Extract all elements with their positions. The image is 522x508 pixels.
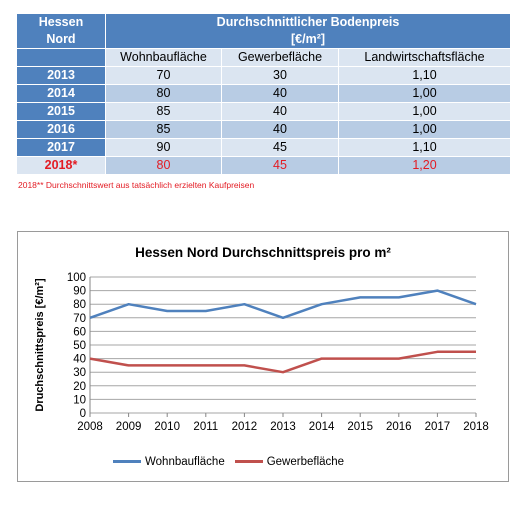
chart-legend: Wohnbaufläche Gewerbefläche — [113, 456, 354, 468]
y-axis-label: Druchschnittspreis [€/m²] — [34, 278, 46, 412]
legend-item: Wohnbaufläche — [113, 456, 225, 468]
region-header-line-1: Hessen — [38, 15, 84, 29]
column-header: Wohnbaufläche — [105, 48, 222, 67]
x-tick-label: 2009 — [116, 421, 142, 433]
value-cell: 45 — [221, 156, 339, 175]
table-row-highlighted: 2018* 80 45 1,20 — [16, 156, 512, 175]
price-header-line-2: [€/m²] — [291, 32, 326, 46]
table-row: 2017 90 45 1,10 — [16, 138, 512, 157]
value-cell: 70 — [105, 66, 222, 85]
chart-title: Hessen Nord Durchschnittspreis pro m² — [135, 245, 391, 260]
series-line — [89, 289, 477, 320]
price-header: Durchschnittlicher Bodenpreis [€/m²] — [104, 13, 512, 49]
value-cell: 45 — [221, 138, 339, 157]
y-tick-label: 10 — [73, 394, 86, 406]
value-cell: 1,10 — [337, 138, 512, 157]
value-cell: 90 — [105, 138, 222, 157]
value-cell: 1,00 — [337, 84, 512, 103]
x-tick-label: 2012 — [232, 421, 258, 433]
x-tick-label: 2017 — [425, 421, 451, 433]
table-row: 2015 85 40 1,00 — [16, 102, 512, 121]
value-cell: 85 — [105, 120, 222, 139]
price-table: Hessen Nord Durchschnittlicher Bodenprei… — [16, 13, 512, 175]
x-tick-label: 2008 — [77, 421, 103, 433]
value-cell: 40 — [221, 102, 339, 121]
y-tick-label: 70 — [73, 313, 86, 325]
table-row: 2016 85 40 1,00 — [16, 120, 512, 139]
x-tick-label: 2013 — [270, 421, 296, 433]
year-cell: 2018* — [16, 156, 106, 175]
value-cell: 1,00 — [337, 102, 512, 121]
year-cell: 2017 — [16, 138, 106, 157]
region-header: Hessen Nord — [16, 13, 106, 49]
header-corner — [16, 48, 106, 67]
y-tick-label: 50 — [73, 340, 86, 352]
y-tick-label: 100 — [67, 272, 86, 284]
column-header: Landwirtschaftsfläche — [337, 48, 512, 67]
price-header-line-1: Durchschnittlicher Bodenpreis — [216, 15, 400, 29]
x-tick-label: 2011 — [193, 421, 218, 433]
x-tick-label: 2018 — [463, 421, 489, 433]
series-line — [89, 350, 476, 374]
table-row: 2014 80 40 1,00 — [16, 84, 512, 103]
y-tick-label: 80 — [73, 299, 86, 311]
y-tick-label: 90 — [73, 286, 86, 298]
year-cell: 2016 — [16, 120, 106, 139]
value-cell: 40 — [221, 120, 339, 139]
y-tick-label: 60 — [73, 326, 86, 338]
value-cell: 1,20 — [337, 156, 512, 175]
value-cell: 80 — [105, 156, 222, 175]
x-tick-label: 2010 — [154, 421, 180, 433]
value-cell: 85 — [105, 102, 222, 121]
value-cell: 1,10 — [337, 66, 512, 85]
year-cell: 2013 — [16, 66, 106, 85]
year-cell: 2015 — [16, 102, 106, 121]
value-cell: 80 — [105, 84, 222, 103]
region-header-line-2: Nord — [46, 32, 76, 46]
legend-label: Wohnbaufläche — [145, 456, 225, 468]
table-row: 2013 70 30 1,10 — [16, 66, 512, 85]
legend-label: Gewerbefläche — [266, 456, 345, 468]
chart-frame: Hessen Nord Durchschnittspreis pro m² 0 1… — [17, 231, 509, 482]
legend-swatch — [234, 460, 263, 464]
legend-swatch — [113, 460, 141, 464]
x-tick-label: 2015 — [347, 421, 373, 433]
value-cell: 30 — [221, 66, 339, 85]
y-tick-label: 20 — [73, 381, 86, 393]
x-tick-label: 2016 — [386, 421, 412, 433]
footnote: 2018** Durchschnittswert aus tatsächlich… — [18, 180, 255, 190]
x-tick-label: 2014 — [309, 421, 335, 433]
year-cell: 2014 — [16, 84, 106, 103]
y-tick-label: 40 — [73, 354, 86, 366]
legend-item: Gewerbefläche — [234, 456, 345, 468]
y-tick-label: 30 — [73, 367, 86, 379]
value-cell: 40 — [221, 84, 339, 103]
column-header: Gewerbefläche — [221, 48, 339, 67]
y-tick-label: 0 — [80, 408, 86, 420]
value-cell: 1,00 — [337, 120, 512, 139]
